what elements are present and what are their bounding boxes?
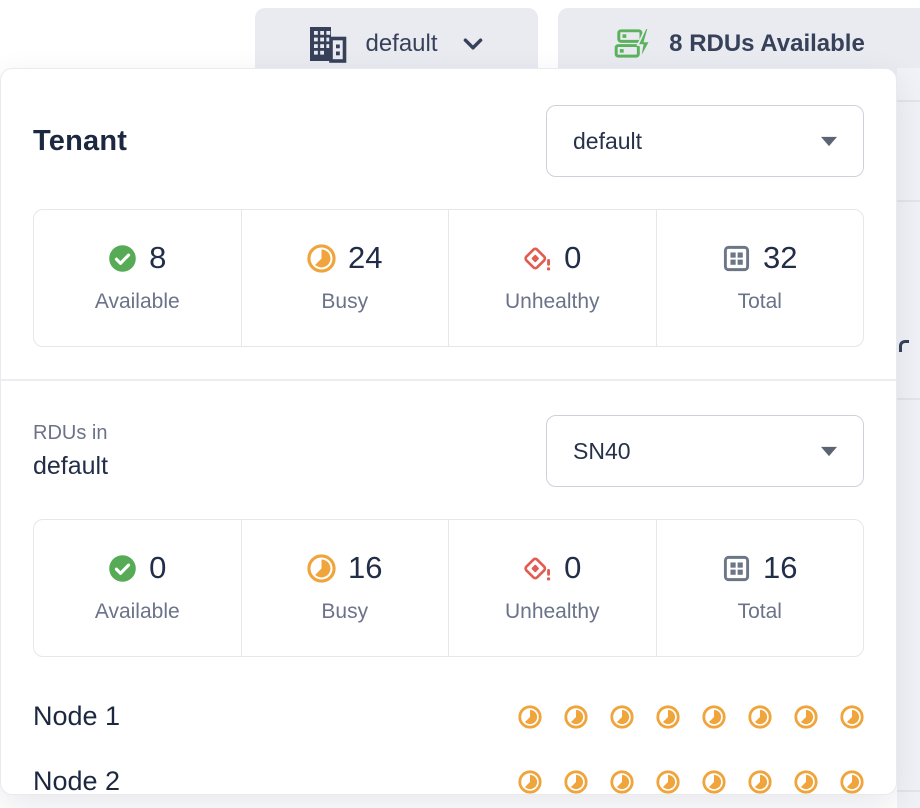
check-circle-icon xyxy=(109,554,136,582)
section-divider xyxy=(1,379,896,381)
tenant-select[interactable]: default xyxy=(546,105,864,177)
rdus-in-label: RDUs in xyxy=(33,421,108,444)
stat-label: Available xyxy=(94,600,180,623)
stat-value: 8 xyxy=(149,240,167,275)
stat-available: 8 Available xyxy=(34,210,241,346)
diamond-alert-icon xyxy=(524,247,551,271)
node-row: Node 2 xyxy=(33,758,864,795)
stat-value: 0 xyxy=(564,550,582,585)
stat-value: 16 xyxy=(763,550,798,585)
rdu-select[interactable]: SN40 xyxy=(546,415,864,487)
busy-pie-icon xyxy=(656,704,680,729)
stat-label: Available xyxy=(94,290,180,313)
select-arrow-icon xyxy=(821,136,837,146)
grid-total-icon xyxy=(723,555,750,581)
tenant-stats-row: 8 Available 24 Busy xyxy=(33,209,864,347)
select-arrow-icon xyxy=(821,446,837,456)
rdu-stats-row: 0 Available 16 Busy xyxy=(33,519,864,657)
rdu-section-title: RDUs in default xyxy=(33,422,108,481)
tenant-button-label: default xyxy=(365,30,438,57)
stat-busy: 24 Busy xyxy=(240,210,449,346)
rdu-section: RDUs in default SN40 0 Available xyxy=(1,381,896,795)
stat-total: 32 Total xyxy=(655,210,864,346)
tenant-select-value: default xyxy=(573,127,643,154)
stat-label: Unhealthy xyxy=(504,290,600,313)
busy-pie-icon xyxy=(518,769,542,794)
busy-pie-icon xyxy=(794,704,818,729)
stat-label: Total xyxy=(737,600,782,623)
stat-unhealthy: 0 Unhealthy xyxy=(448,210,656,346)
rdu-server-bolt-icon xyxy=(614,27,652,61)
busy-pie-icon xyxy=(840,704,864,729)
busy-pie-icon xyxy=(748,769,772,794)
rdus-button-label: 8 RDUs Available xyxy=(669,30,865,57)
stat-value: 0 xyxy=(149,550,167,585)
diamond-alert-icon xyxy=(524,557,551,581)
busy-pie-icon xyxy=(518,704,542,729)
stat-label: Busy xyxy=(321,600,369,623)
stat-label: Total xyxy=(737,290,782,313)
node-busy-icons xyxy=(518,769,864,794)
grid-total-icon xyxy=(723,245,750,271)
check-circle-icon xyxy=(109,244,136,272)
building-icon xyxy=(310,27,347,63)
backdrop-line xyxy=(897,790,920,792)
busy-pie-icon xyxy=(794,769,818,794)
chevron-down-icon xyxy=(463,38,482,50)
stat-value: 16 xyxy=(348,550,383,585)
busy-pie-icon xyxy=(307,243,336,273)
stat-busy: 16 Busy xyxy=(240,520,449,656)
tenant-rdu-popover: Tenant default 8 Available xyxy=(0,68,897,795)
stat-value: 32 xyxy=(763,240,798,275)
stat-unhealthy: 0 Unhealthy xyxy=(448,520,656,656)
busy-pie-icon xyxy=(610,704,634,729)
backdrop-line xyxy=(897,100,920,102)
stat-label: Unhealthy xyxy=(504,600,600,623)
stat-available: 0 Available xyxy=(34,520,241,656)
page-behind-strip xyxy=(897,68,920,808)
node-label: Node 1 xyxy=(33,701,121,731)
stat-value: 24 xyxy=(348,240,383,275)
tenant-section-title: Tenant xyxy=(33,124,128,157)
node-row: Node 1 xyxy=(33,693,864,740)
node-busy-icons xyxy=(518,704,864,729)
busy-pie-icon xyxy=(840,769,864,794)
busy-pie-icon xyxy=(564,704,588,729)
busy-pie-icon xyxy=(564,769,588,794)
rdu-select-value: SN40 xyxy=(573,437,631,464)
rdus-tenant-name: default xyxy=(33,451,109,480)
stat-total: 16 Total xyxy=(655,520,864,656)
busy-pie-icon xyxy=(307,553,336,583)
busy-pie-icon xyxy=(702,704,726,729)
busy-pie-icon xyxy=(610,769,634,794)
backdrop-glyph xyxy=(899,340,909,352)
busy-pie-icon xyxy=(748,704,772,729)
node-label: Node 2 xyxy=(33,766,121,795)
backdrop-line xyxy=(897,200,920,202)
stat-value: 0 xyxy=(564,240,582,275)
backdrop-line xyxy=(897,398,920,400)
tenant-section: Tenant default 8 Available xyxy=(1,69,896,379)
busy-pie-icon xyxy=(702,769,726,794)
stat-label: Busy xyxy=(321,290,369,313)
busy-pie-icon xyxy=(656,769,680,794)
